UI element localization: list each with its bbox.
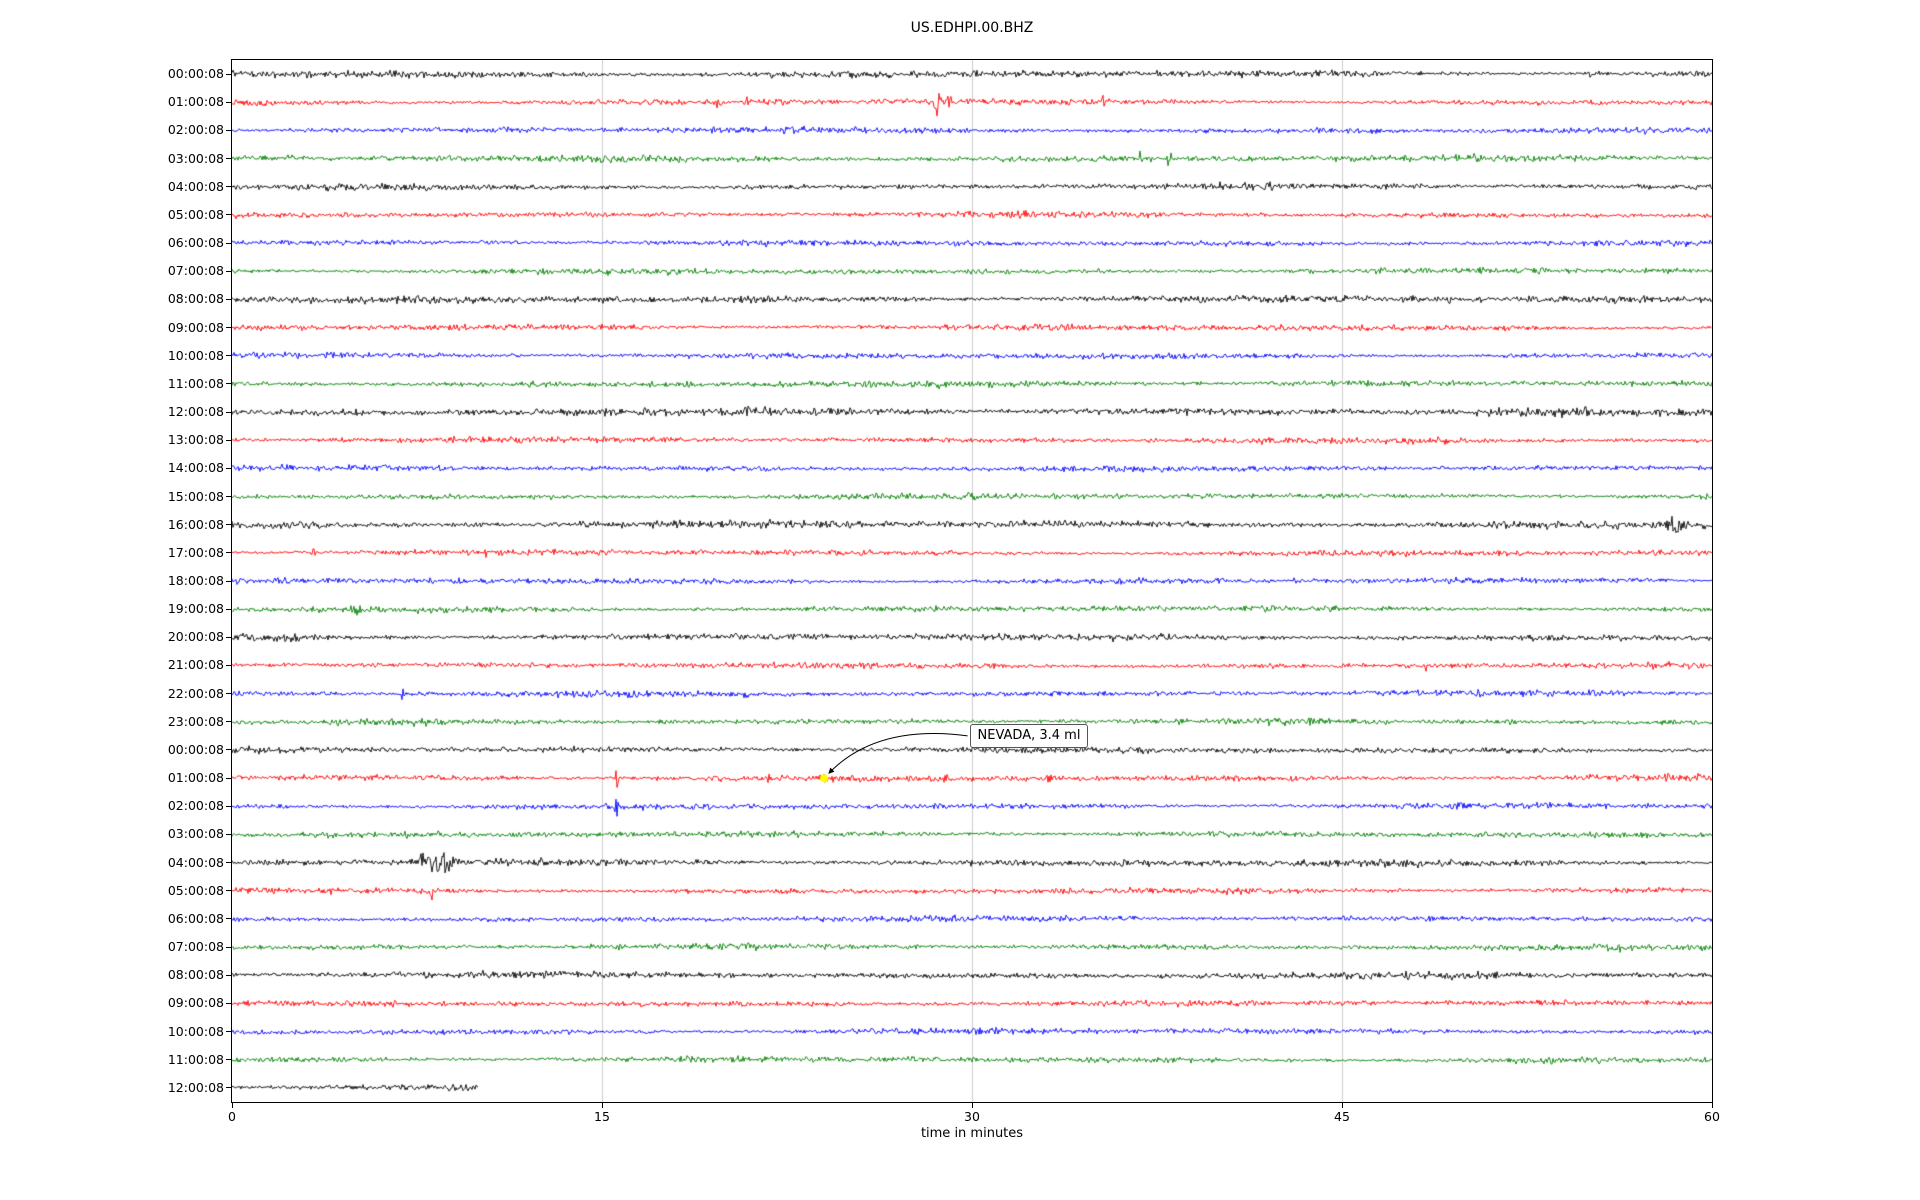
y-tick bbox=[226, 918, 231, 920]
y-tick bbox=[226, 749, 231, 751]
x-tick bbox=[231, 1103, 233, 1108]
y-tick bbox=[226, 693, 231, 695]
y-tick bbox=[226, 777, 231, 779]
y-tick bbox=[226, 270, 231, 272]
trace-start-time-label: 16:00:08 bbox=[167, 516, 224, 532]
x-tick-label: 0 bbox=[228, 1109, 236, 1124]
trace-start-time-label: 20:00:08 bbox=[167, 629, 224, 645]
trace-start-time-label: 08:00:08 bbox=[167, 291, 224, 307]
y-tick bbox=[226, 636, 231, 638]
trace-start-time-label: 06:00:08 bbox=[167, 910, 224, 926]
y-tick bbox=[226, 1002, 231, 1004]
trace-start-time-label: 03:00:08 bbox=[167, 826, 224, 842]
y-tick bbox=[226, 974, 231, 976]
trace-start-time-label: 04:00:08 bbox=[167, 854, 224, 870]
trace-start-time-label: 02:00:08 bbox=[167, 122, 224, 138]
y-tick bbox=[226, 524, 231, 526]
y-tick bbox=[226, 862, 231, 864]
trace-start-time-label: 07:00:08 bbox=[167, 263, 224, 279]
trace-start-time-label: 06:00:08 bbox=[167, 235, 224, 251]
trace-start-time-label: 12:00:08 bbox=[167, 404, 224, 420]
trace-start-time-label: 00:00:08 bbox=[167, 66, 224, 82]
trace-start-time-label: 01:00:08 bbox=[167, 770, 224, 786]
x-tick bbox=[1711, 1103, 1713, 1108]
trace-start-time-label: 21:00:08 bbox=[167, 657, 224, 673]
trace-start-time-label: 12:00:08 bbox=[167, 1079, 224, 1095]
y-tick bbox=[226, 101, 231, 103]
x-tick bbox=[601, 1103, 603, 1108]
trace-start-time-label: 00:00:08 bbox=[167, 741, 224, 757]
x-tick-label: 30 bbox=[964, 1109, 980, 1124]
event-annotation-label: NEVADA, 3.4 ml bbox=[969, 723, 1089, 748]
y-tick bbox=[226, 721, 231, 723]
y-tick bbox=[226, 467, 231, 469]
trace-start-time-label: 08:00:08 bbox=[167, 967, 224, 983]
y-tick bbox=[226, 664, 231, 666]
trace-start-time-label: 02:00:08 bbox=[167, 798, 224, 814]
trace-start-time-label: 15:00:08 bbox=[167, 488, 224, 504]
x-tick bbox=[1341, 1103, 1343, 1108]
y-tick bbox=[226, 186, 231, 188]
trace-start-time-label: 05:00:08 bbox=[167, 882, 224, 898]
y-tick bbox=[226, 298, 231, 300]
y-tick bbox=[226, 833, 231, 835]
y-tick bbox=[226, 552, 231, 554]
y-tick bbox=[226, 1087, 231, 1089]
trace-start-time-label: 04:00:08 bbox=[167, 178, 224, 194]
trace-start-time-label: 10:00:08 bbox=[167, 347, 224, 363]
y-tick bbox=[226, 496, 231, 497]
y-tick bbox=[226, 355, 231, 357]
y-tick bbox=[226, 805, 231, 807]
trace-start-time-label: 11:00:08 bbox=[167, 1051, 224, 1067]
chart-title: US.EDHPI.00.BHZ bbox=[910, 20, 1034, 36]
y-tick bbox=[226, 1031, 231, 1033]
y-tick bbox=[226, 73, 231, 75]
trace-start-time-label: 23:00:08 bbox=[167, 713, 224, 729]
trace-start-time-label: 03:00:08 bbox=[167, 150, 224, 166]
trace-start-time-label: 17:00:08 bbox=[167, 544, 224, 560]
y-tick bbox=[226, 158, 231, 160]
x-tick-label: 60 bbox=[1704, 1109, 1720, 1124]
trace-start-time-label: 11:00:08 bbox=[167, 375, 224, 391]
y-tick bbox=[226, 946, 231, 948]
trace-start-time-label: 19:00:08 bbox=[167, 601, 224, 617]
trace-start-time-label: 18:00:08 bbox=[167, 573, 224, 588]
y-tick bbox=[226, 608, 231, 610]
trace-start-time-label: 09:00:08 bbox=[167, 995, 224, 1011]
x-tick bbox=[971, 1103, 973, 1108]
trace-start-time-label: 14:00:08 bbox=[167, 460, 224, 476]
seismogram-canvas bbox=[232, 60, 1712, 1102]
x-tick-label: 15 bbox=[594, 1109, 610, 1124]
y-tick bbox=[226, 327, 231, 329]
y-tick bbox=[226, 383, 231, 385]
trace-start-time-label: 05:00:08 bbox=[167, 206, 224, 222]
trace-start-time-label: 07:00:08 bbox=[167, 939, 224, 955]
trace-start-time-label: 22:00:08 bbox=[167, 685, 224, 701]
trace-start-time-label: 13:00:08 bbox=[167, 432, 224, 448]
y-tick bbox=[226, 411, 231, 413]
x-axis-label: time in minutes bbox=[920, 1126, 1024, 1141]
y-tick bbox=[226, 580, 231, 582]
y-tick bbox=[226, 1059, 231, 1061]
y-tick bbox=[226, 214, 231, 216]
trace-start-time-label: 09:00:08 bbox=[167, 319, 224, 335]
plot-area: NEVADA, 3.4 ml bbox=[231, 59, 1713, 1103]
y-tick bbox=[226, 129, 231, 131]
y-tick bbox=[226, 242, 231, 244]
trace-start-time-label: 01:00:08 bbox=[167, 94, 224, 110]
x-tick-label: 45 bbox=[1334, 1109, 1350, 1124]
y-tick bbox=[226, 439, 231, 441]
trace-start-time-label: 10:00:08 bbox=[167, 1023, 224, 1039]
y-tick bbox=[226, 890, 231, 892]
